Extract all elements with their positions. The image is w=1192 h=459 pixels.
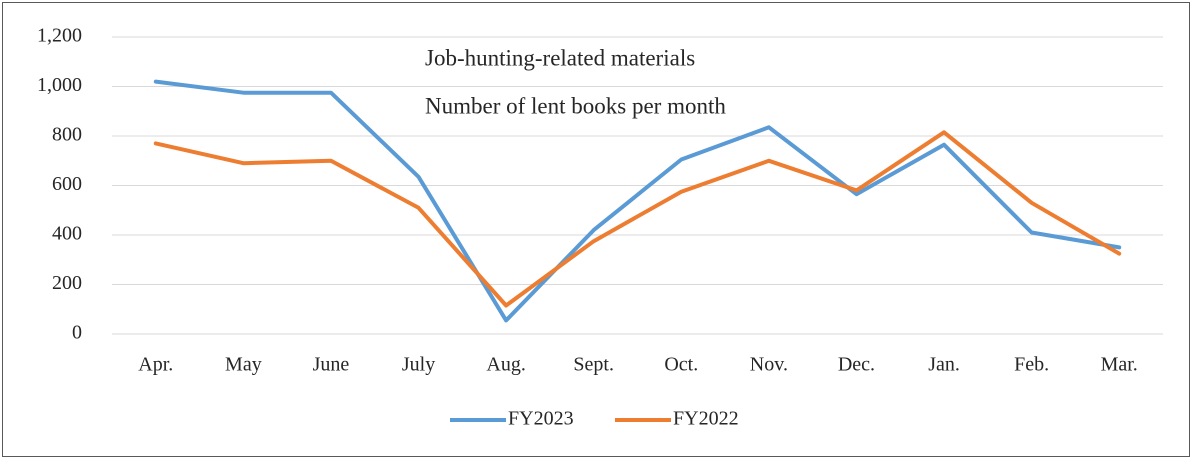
x-tick-label: Apr. — [138, 354, 173, 376]
x-tick-label: Feb. — [1014, 354, 1049, 376]
y-tick-label: 1,200 — [37, 25, 82, 47]
chart-title: Job-hunting-related materials — [425, 45, 695, 70]
y-tick-label: 1,000 — [37, 74, 82, 96]
series-line — [153, 79, 1122, 323]
y-tick-label: 600 — [52, 173, 82, 195]
x-tick-label: May — [225, 354, 262, 376]
x-tick-label: Sept. — [573, 354, 614, 376]
legend-label: FY2023 — [508, 408, 574, 430]
legend-label: FY2022 — [673, 408, 739, 430]
x-tick-label: Dec. — [838, 354, 875, 376]
y-tick-label: 800 — [52, 124, 82, 146]
series-line — [153, 130, 1122, 308]
x-tick-label: Oct. — [664, 354, 698, 376]
y-tick-label: 200 — [52, 272, 82, 294]
x-tick-label: Aug. — [486, 354, 525, 376]
x-tick-label: July — [402, 354, 435, 376]
x-tick-label: Nov. — [750, 354, 788, 376]
x-tick-label: Jan. — [928, 354, 960, 376]
x-tick-label: June — [313, 354, 350, 376]
x-tick-label: Mar. — [1101, 354, 1138, 376]
y-tick-label: 0 — [72, 322, 82, 344]
y-tick-label: 400 — [52, 223, 82, 245]
chart-subtitle: Number of lent books per month — [425, 93, 726, 118]
